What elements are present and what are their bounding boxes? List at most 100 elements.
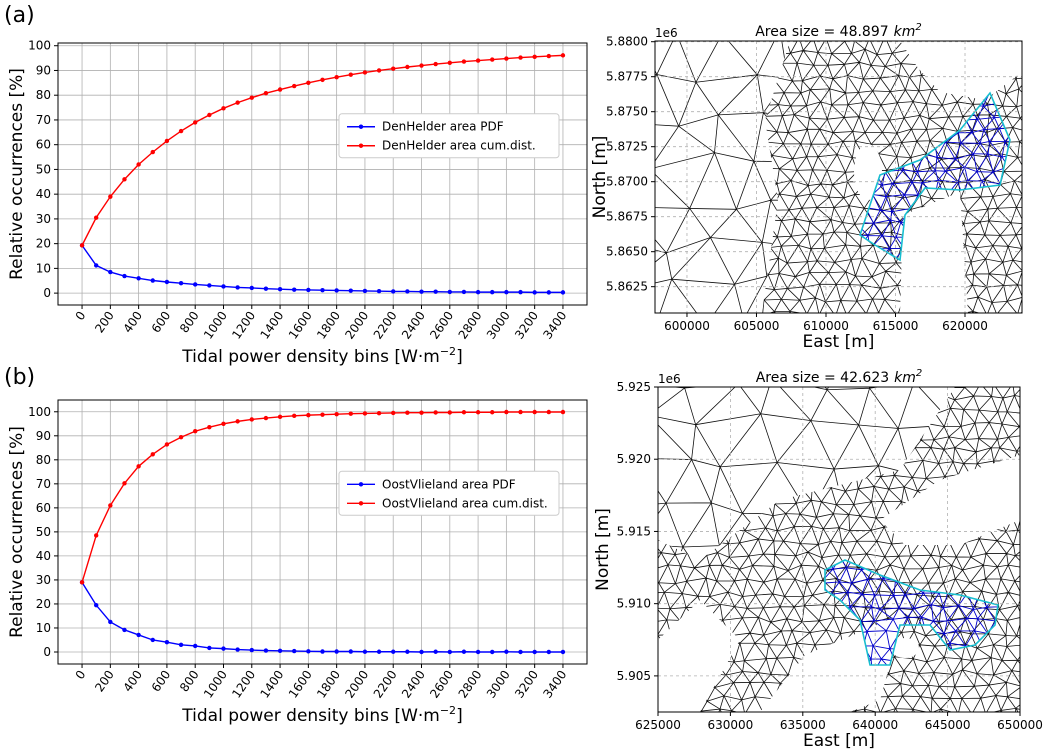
data-point	[193, 643, 198, 649]
title-text: Area size = 42.623	[756, 370, 889, 386]
data-point	[504, 649, 509, 654]
x-tick-label: 1200	[229, 668, 258, 701]
data-point	[334, 74, 339, 80]
x-tick-label: 1600	[286, 309, 315, 342]
data-point	[292, 648, 297, 654]
y-tick-label: 70	[36, 477, 51, 491]
data-point	[419, 649, 424, 655]
x-tick-label: 615000	[873, 319, 919, 333]
data-point	[405, 64, 410, 70]
x-tick-label: 2600	[427, 309, 456, 342]
data-point	[532, 409, 537, 415]
y-tick-label: 40	[36, 549, 51, 563]
x-tick-label: 400	[120, 668, 145, 695]
data-point	[518, 289, 523, 295]
land	[760, 612, 905, 712]
data-point	[490, 289, 495, 295]
data-point	[546, 409, 552, 415]
data-point	[178, 435, 184, 440]
x-tick-label: 2800	[456, 309, 485, 342]
x-tick-label: 1000	[201, 309, 230, 342]
y-tick-label: 90	[36, 429, 51, 443]
y-tick-label: 30	[36, 212, 51, 226]
data-point	[193, 429, 198, 434]
x-tick-label: 1000	[201, 668, 230, 701]
data-point	[433, 289, 438, 294]
y-tick-label: 10	[36, 261, 51, 275]
panel-label: (b)	[4, 365, 35, 390]
plot-frame	[57, 42, 588, 306]
title-unit: km	[894, 24, 916, 40]
x-tick-label: 400	[120, 309, 145, 336]
y-tick-label: 5.8650	[606, 245, 648, 259]
x-label-end: ]	[456, 347, 463, 367]
data-point	[447, 60, 452, 65]
y-tick-label: 100	[28, 39, 51, 53]
x-tick-label: 635000	[780, 718, 826, 732]
legend-label: DenHelder area PDF	[382, 120, 504, 134]
plot-frame	[657, 386, 1021, 713]
land	[854, 144, 882, 200]
data-point	[362, 649, 368, 654]
x-tick-label: 610000	[803, 319, 849, 333]
legend-label: DenHelder area cum.dist.	[382, 139, 536, 153]
data-point	[136, 276, 141, 281]
x-tick-label: 1800	[314, 309, 343, 342]
y-tick-label: 5.8700	[606, 175, 648, 189]
data-point	[362, 411, 368, 416]
x-tick-label: 2000	[342, 668, 371, 701]
data-point	[292, 287, 297, 292]
title-unit-power: 2	[915, 22, 921, 33]
data-point	[122, 177, 127, 182]
y-tick-label: 10	[36, 621, 51, 635]
data-point	[108, 503, 113, 508]
data-point	[136, 632, 141, 638]
data-point	[249, 95, 254, 100]
data-point	[461, 289, 467, 295]
data-point	[249, 417, 254, 422]
data-point	[164, 442, 170, 447]
data-point	[292, 413, 297, 419]
x-tick-label: 3200	[512, 309, 541, 342]
y-tick-label: 50	[36, 525, 51, 539]
x-tick-label: 3000	[484, 309, 513, 342]
data-point	[475, 410, 481, 415]
plot-frame	[57, 399, 588, 665]
data-point	[475, 649, 481, 655]
data-point	[362, 70, 368, 75]
y-tick-label: 5.925	[617, 380, 651, 394]
y-tick-label: 5.8775	[606, 70, 648, 84]
x-tick-label: 2000	[342, 309, 371, 342]
data-point	[277, 648, 283, 653]
data-point	[376, 288, 382, 294]
y-tick-label: 5.8750	[606, 105, 648, 119]
data-point	[433, 61, 438, 67]
data-point	[193, 282, 198, 287]
x-tick-label: 2400	[399, 309, 428, 342]
data-point	[391, 289, 396, 294]
data-point	[532, 649, 537, 655]
y-tick-label: 5.915	[617, 524, 651, 538]
data-point	[108, 269, 113, 275]
data-point	[560, 409, 566, 415]
data-point	[504, 289, 509, 295]
data-point	[93, 602, 99, 608]
data-point	[447, 289, 452, 295]
data-point	[320, 412, 325, 417]
data-point	[150, 149, 155, 155]
x-label-text: Tidal power density bins [W·m	[181, 347, 440, 367]
data-point	[461, 410, 467, 415]
x-tick-label: 2200	[371, 309, 400, 342]
legend-marker	[358, 124, 364, 129]
y-tick-label: 60	[36, 501, 51, 515]
data-point	[207, 424, 212, 430]
x-tick-label: 600	[149, 668, 174, 695]
data-point	[391, 66, 396, 71]
data-point	[362, 288, 368, 294]
data-point	[334, 411, 339, 417]
data-point	[560, 290, 566, 295]
y-tick-label: 90	[36, 63, 51, 77]
offset-text: 1e6	[655, 26, 678, 40]
data-point	[461, 649, 467, 654]
